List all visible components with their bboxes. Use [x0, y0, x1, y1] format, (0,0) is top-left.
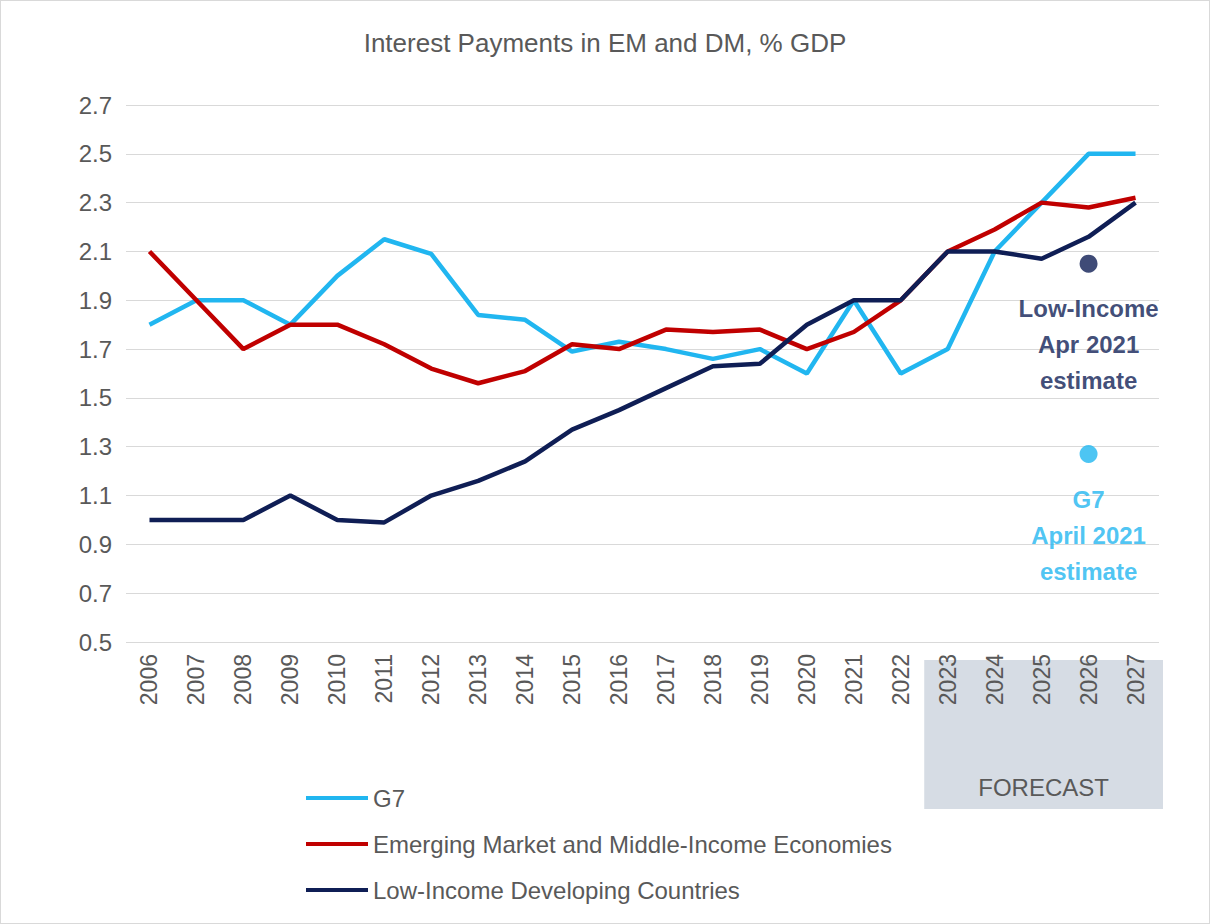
svg-text:2014: 2014 — [512, 654, 538, 705]
svg-text:2020: 2020 — [794, 654, 820, 705]
svg-text:2006: 2006 — [136, 654, 162, 705]
svg-text:2.3: 2.3 — [79, 189, 112, 216]
svg-text:2013: 2013 — [465, 654, 491, 705]
svg-text:2026: 2026 — [1076, 654, 1102, 705]
svg-text:2016: 2016 — [606, 654, 632, 705]
svg-text:0.9: 0.9 — [79, 531, 112, 558]
svg-text:1.3: 1.3 — [79, 433, 112, 460]
svg-text:Interest Payments in EM and DM: Interest Payments in EM and DM, % GDP — [364, 28, 847, 58]
svg-text:2022: 2022 — [888, 654, 914, 705]
svg-text:G7: G7 — [1073, 486, 1105, 513]
svg-text:2010: 2010 — [324, 654, 350, 705]
svg-text:2008: 2008 — [230, 654, 256, 705]
svg-text:2.1: 2.1 — [79, 238, 112, 265]
svg-text:2024: 2024 — [982, 654, 1008, 705]
svg-text:0.7: 0.7 — [79, 580, 112, 607]
svg-text:estimate: estimate — [1040, 367, 1137, 394]
svg-text:April 2021: April 2021 — [1031, 522, 1146, 549]
svg-text:2027: 2027 — [1123, 654, 1149, 705]
svg-text:1.7: 1.7 — [79, 336, 112, 363]
svg-text:2009: 2009 — [277, 654, 303, 705]
svg-text:G7: G7 — [373, 785, 405, 812]
svg-text:2025: 2025 — [1029, 654, 1055, 705]
svg-text:2021: 2021 — [841, 654, 867, 705]
svg-text:estimate: estimate — [1040, 558, 1137, 585]
svg-text:2018: 2018 — [700, 654, 726, 705]
svg-text:2015: 2015 — [559, 654, 585, 705]
svg-text:2.5: 2.5 — [79, 140, 112, 167]
svg-text:0.5: 0.5 — [79, 629, 112, 656]
svg-text:2023: 2023 — [935, 654, 961, 705]
svg-text:1.1: 1.1 — [79, 482, 112, 509]
svg-text:Emerging Market and Middle-Inc: Emerging Market and Middle-Income Econom… — [373, 831, 892, 858]
svg-text:2012: 2012 — [418, 654, 444, 705]
svg-text:1.5: 1.5 — [79, 384, 112, 411]
svg-text:FORECAST: FORECAST — [978, 774, 1109, 801]
svg-text:Low-Income: Low-Income — [1019, 295, 1159, 322]
svg-text:Apr 2021: Apr 2021 — [1038, 331, 1139, 358]
svg-text:2011: 2011 — [371, 654, 397, 703]
svg-text:1.9: 1.9 — [79, 287, 112, 314]
svg-text:2.7: 2.7 — [79, 92, 112, 119]
svg-text:2019: 2019 — [747, 654, 773, 705]
svg-text:2007: 2007 — [183, 654, 209, 705]
svg-text:2017: 2017 — [653, 654, 679, 705]
svg-text:Low-Income Developing Countrie: Low-Income Developing Countries — [373, 877, 740, 904]
